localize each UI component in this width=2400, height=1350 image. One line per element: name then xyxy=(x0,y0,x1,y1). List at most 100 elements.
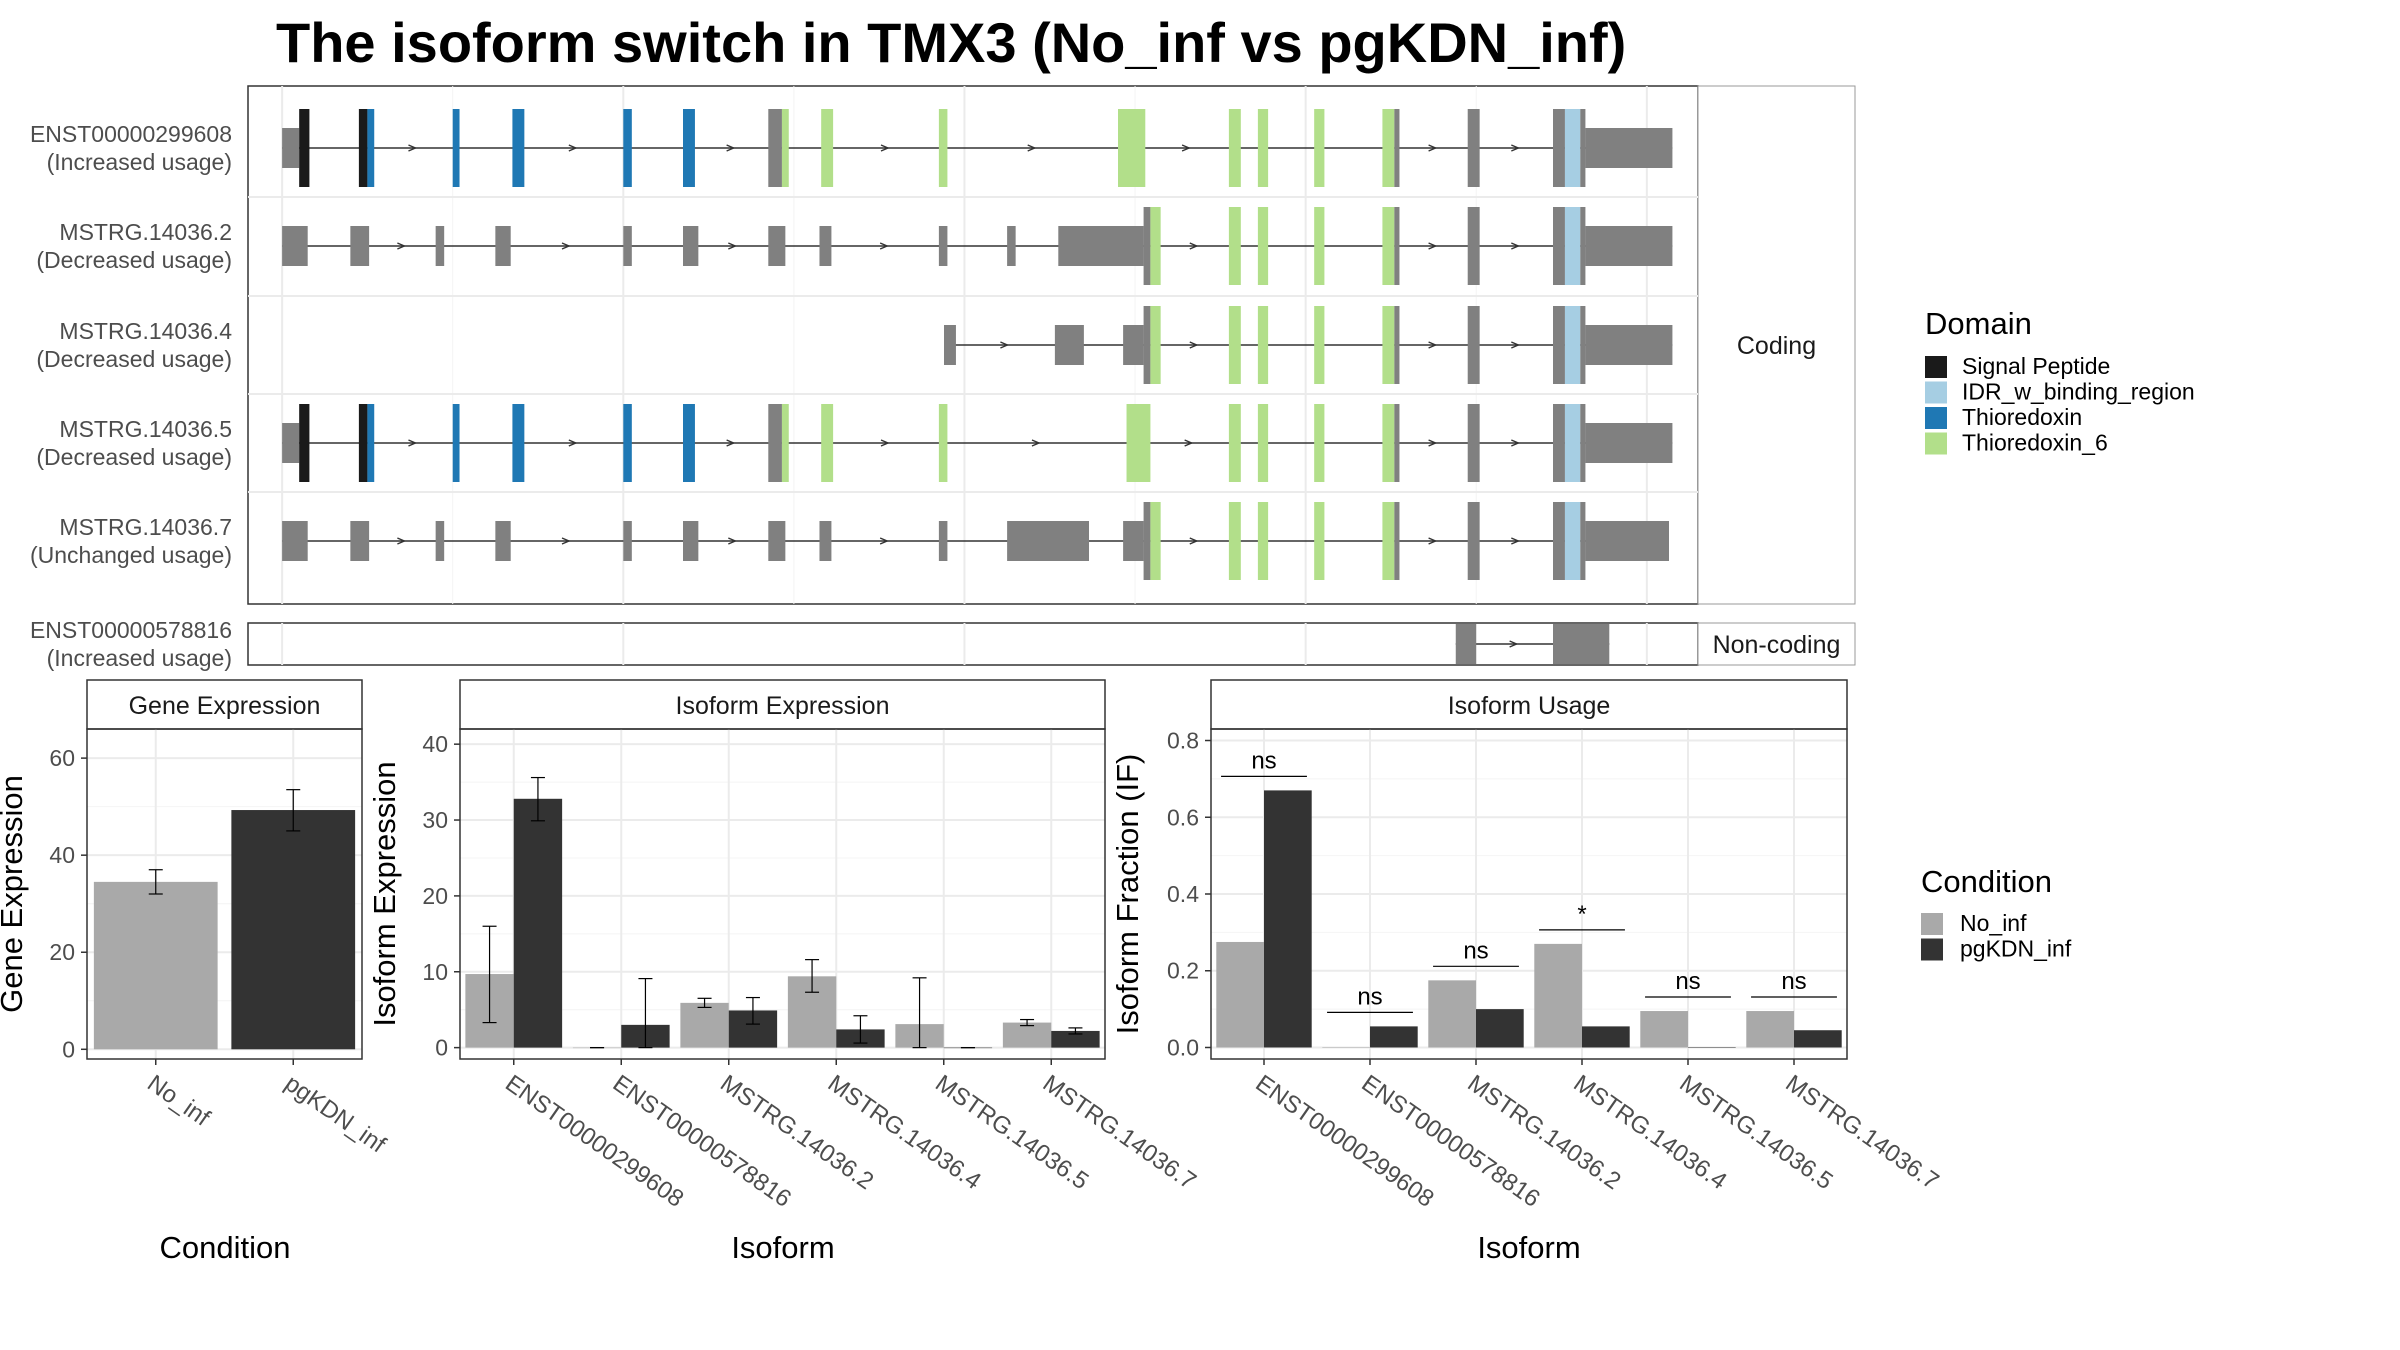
facet-label-noncoding: Non-coding xyxy=(1713,631,1841,659)
exon-exon xyxy=(1580,306,1586,384)
panel-strip xyxy=(86,679,363,730)
exon-utr xyxy=(1455,624,1477,664)
exon-utr xyxy=(435,521,445,561)
intron-direction-arrow xyxy=(1509,640,1519,648)
bar-No_inf xyxy=(680,1002,729,1048)
exon-utr xyxy=(623,521,632,561)
exon-thioredoxin-6 xyxy=(1257,109,1269,187)
legend-domain-label: IDR_w_binding_region xyxy=(1962,379,2195,405)
exon-thioredoxin-6 xyxy=(1314,109,1325,187)
exon-thioredoxin-6 xyxy=(1314,306,1325,384)
exon-thioredoxin-6 xyxy=(781,109,789,187)
intron-direction-arrow xyxy=(1189,537,1199,545)
exon-thioredoxin-6 xyxy=(1382,306,1395,384)
exon-thioredoxin-6 xyxy=(821,404,834,482)
transcript-usage-label: (Decreased usage) xyxy=(36,346,232,372)
y-tick-label: 30 xyxy=(422,807,448,833)
exon-utr xyxy=(1585,521,1669,561)
exon-signal-peptide xyxy=(299,404,310,482)
exon-thioredoxin-6 xyxy=(1382,502,1395,580)
bar-No_inf xyxy=(93,881,218,1050)
intron-direction-arrow xyxy=(568,439,578,447)
intron-direction-arrow xyxy=(726,439,736,447)
exon-thioredoxin-6 xyxy=(1314,207,1325,285)
chart-title: The isoform switch in TMX3 (No_inf vs pg… xyxy=(276,11,1627,74)
exon-thioredoxin-6 xyxy=(1257,502,1269,580)
exon-thioredoxin-6 xyxy=(1228,502,1241,580)
x-tick-label: pgKDN_inf xyxy=(280,1070,391,1159)
transcript-usage-label: (Unchanged usage) xyxy=(30,542,232,568)
intron-direction-arrow xyxy=(1027,144,1037,152)
y-tick-label: 40 xyxy=(422,731,448,757)
exon-utr xyxy=(1123,325,1144,365)
bar-No_inf xyxy=(1322,1047,1370,1048)
panel-background xyxy=(460,729,1105,1059)
intron-direction-arrow xyxy=(879,242,889,250)
exon-utr xyxy=(1054,325,1084,365)
exon-thioredoxin xyxy=(623,109,632,187)
exon-idr-w-binding-region xyxy=(1564,109,1581,187)
transcript-MSTRG.14036.4: MSTRG.14036.4(Decreased usage) xyxy=(36,306,1673,384)
intron-direction-arrow xyxy=(728,537,738,545)
intron-direction-arrow xyxy=(728,242,738,250)
transcript-usage-label: (Increased usage) xyxy=(47,149,232,175)
exon-thioredoxin-6 xyxy=(1257,207,1269,285)
y-axis-title: Isoform Fraction (IF) xyxy=(1110,754,1145,1035)
transcript-MSTRG.14036.7: MSTRG.14036.7(Unchanged usage) xyxy=(30,502,1669,580)
exon-utr xyxy=(1585,226,1673,266)
x-axis-title: Isoform xyxy=(731,1230,834,1265)
intron-direction-arrow xyxy=(1000,341,1010,349)
exon-utr xyxy=(1123,521,1144,561)
legend-domain-swatch xyxy=(1925,432,1947,455)
y-tick-label: 0.0 xyxy=(1167,1034,1199,1060)
exon-idr-w-binding-region xyxy=(1564,306,1581,384)
exon-exon xyxy=(1467,502,1480,580)
intron-direction-arrow xyxy=(1511,242,1521,250)
exon-thioredoxin-6 xyxy=(781,404,789,482)
exon-thioredoxin-6 xyxy=(1228,109,1241,187)
bar-No_inf xyxy=(1428,980,1476,1048)
exon-thioredoxin-6 xyxy=(1382,207,1395,285)
exon-exon xyxy=(1394,109,1400,187)
intron-direction-arrow xyxy=(1031,439,1041,447)
y-tick-label: 0.6 xyxy=(1167,804,1199,830)
y-tick-label: 0 xyxy=(62,1036,75,1062)
exon-thioredoxin-6 xyxy=(1314,502,1325,580)
exon-thioredoxin-6 xyxy=(1382,109,1395,187)
exon-utr xyxy=(1553,624,1610,664)
intron-direction-arrow xyxy=(1428,537,1438,545)
exon-utr xyxy=(1585,128,1673,168)
panel-title: Isoform Usage xyxy=(1448,692,1611,720)
exon-thioredoxin xyxy=(512,109,525,187)
x-tick-label: ENST00000299608 xyxy=(500,1070,688,1213)
exon-utr xyxy=(435,226,445,266)
legend-domain-swatch xyxy=(1925,381,1947,404)
panel-isoform-expression: Isoform Expression 0 10 20 30 40 ENST000002996… xyxy=(367,679,1201,1265)
exon-exon xyxy=(1553,109,1565,187)
intron-direction-arrow xyxy=(1511,537,1521,545)
intron-direction-arrow xyxy=(561,242,571,250)
y-tick-label: 0.2 xyxy=(1167,958,1199,984)
exon-utr xyxy=(819,226,832,266)
facet-strip-coding xyxy=(1697,85,1856,605)
legend-domain-title: Domain xyxy=(1925,306,2032,341)
legend-domain-label: Thioredoxin_6 xyxy=(1962,430,2108,456)
transcript-id-label: MSTRG.14036.2 xyxy=(59,219,232,245)
x-tick-label: ENST00000578816 xyxy=(608,1070,796,1213)
bar-No_inf xyxy=(1534,943,1582,1048)
legend-domain-swatch xyxy=(1925,407,1947,429)
significance-label: ns xyxy=(1781,968,1806,995)
exon-thioredoxin-6 xyxy=(938,109,948,187)
significance-label: ns xyxy=(1675,968,1700,995)
x-tick-label: ENST00000578816 xyxy=(1357,1070,1545,1213)
exon-exon xyxy=(1553,306,1565,384)
exon-utr xyxy=(768,226,786,266)
intron-direction-arrow xyxy=(1189,242,1199,250)
panel-title: Isoform Expression xyxy=(676,692,890,720)
exon-utr xyxy=(495,226,511,266)
exon-utr xyxy=(350,226,370,266)
y-tick-label: 0.8 xyxy=(1167,728,1199,754)
bar-No_inf xyxy=(1216,941,1264,1048)
y-tick-label: 40 xyxy=(49,842,75,868)
